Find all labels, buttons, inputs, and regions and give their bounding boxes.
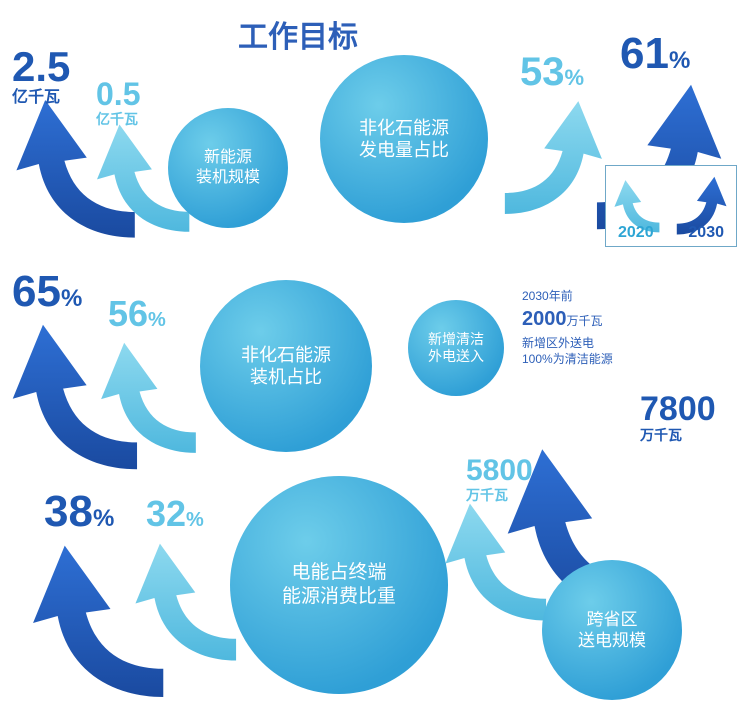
value-v3b: 56% <box>108 296 166 332</box>
value-big: 2.5 <box>12 43 70 90</box>
value-sub: % <box>148 309 166 331</box>
value-v3a: 65% <box>12 270 82 314</box>
value-big: 32 <box>146 493 186 534</box>
value-sub: 万千瓦 <box>640 427 682 443</box>
value-sub: 亿千瓦 <box>12 89 60 106</box>
value-big: 56 <box>108 293 148 334</box>
side-line3: 100%为清洁能源 <box>522 351 613 367</box>
value-v5b: 32% <box>146 496 204 532</box>
value-sub: % <box>669 47 690 74</box>
infographic-canvas: 工作目标 <box>0 0 750 704</box>
value-v5a: 38% <box>44 490 114 534</box>
side-big-num: 2000 <box>522 308 567 330</box>
value-v2b: 61% <box>620 32 690 76</box>
value-big: 53 <box>520 50 565 94</box>
value-big: 65 <box>12 267 61 316</box>
legend-box: 2020 2030 <box>605 165 737 247</box>
value-sub: % <box>93 505 114 532</box>
value-sub: 万千瓦 <box>466 487 508 503</box>
value-big: 5800 <box>466 454 533 487</box>
value-v1b: 0.5亿千瓦 <box>96 78 140 126</box>
side-line1: 2030年前 <box>522 288 613 304</box>
bubble-b2: 非化石能源 发电量占比 <box>320 55 488 223</box>
bubble-b4: 新增清洁 外电送入 <box>408 300 504 396</box>
value-sub: 亿千瓦 <box>96 111 138 127</box>
value-sub: % <box>565 65 585 90</box>
bubble-b6: 跨省区 送电规模 <box>542 560 682 700</box>
side-text-block: 2030年前 2000万千瓦新增区外送电100%为清洁能源 <box>522 288 613 368</box>
value-v6b: 7800万千瓦 <box>640 392 716 442</box>
side-line2: 新增区外送电 <box>522 335 613 351</box>
value-v1a: 2.5亿千瓦 <box>12 46 70 106</box>
value-sub: % <box>61 285 82 312</box>
value-sub: % <box>186 509 204 531</box>
value-big: 7800 <box>640 390 716 428</box>
legend-label-2030: 2030 <box>688 224 724 242</box>
bubble-b5: 电能占终端 能源消费比重 <box>230 476 448 694</box>
bubble-b1: 新能源 装机规模 <box>168 108 288 228</box>
main-title: 工作目标 <box>238 12 358 56</box>
value-big: 0.5 <box>96 76 140 112</box>
value-v6a: 5800万千瓦 <box>466 456 533 502</box>
bubble-b3: 非化石能源 装机占比 <box>200 280 372 452</box>
value-big: 38 <box>44 487 93 536</box>
side-big-unit: 万千瓦 <box>567 314 603 328</box>
side-big: 2000万千瓦 <box>522 306 613 333</box>
legend-label-2020: 2020 <box>618 224 654 242</box>
value-v2a: 53% <box>520 52 584 92</box>
value-big: 61 <box>620 29 669 78</box>
